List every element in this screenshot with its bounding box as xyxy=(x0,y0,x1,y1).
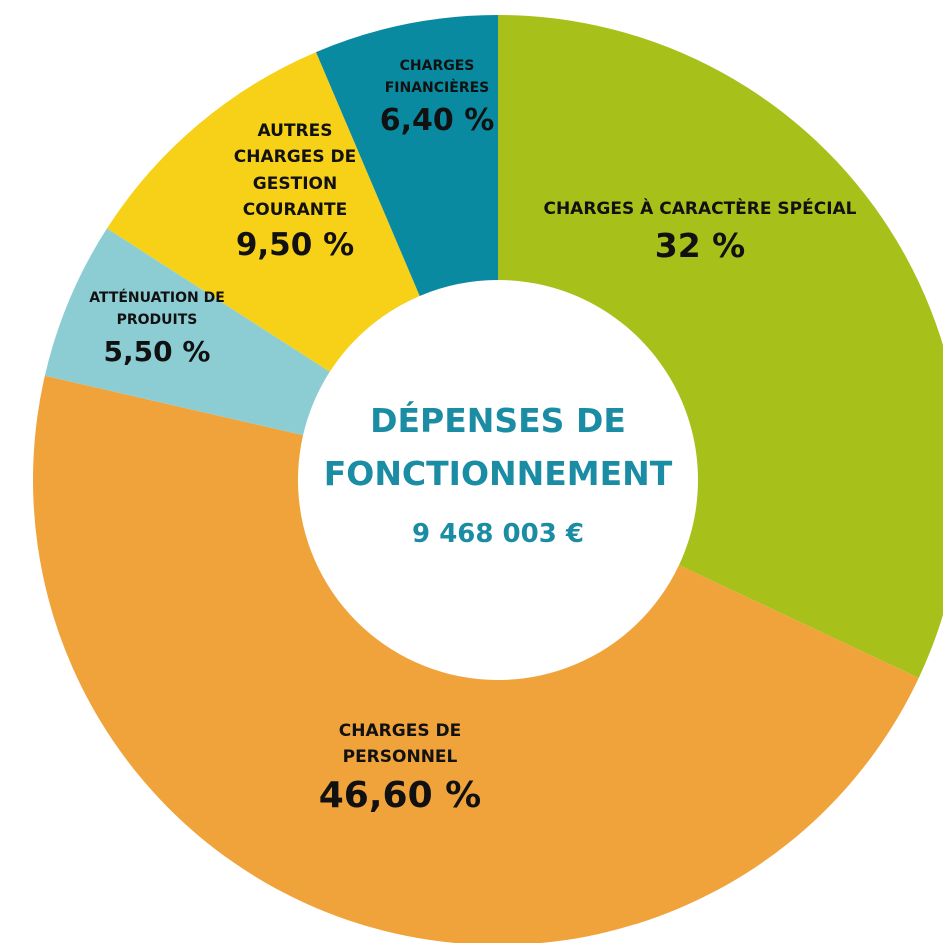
donut-slice xyxy=(316,14,498,296)
center-label: DÉPENSES DE FONCTIONNEMENT 9 468 003 € xyxy=(298,395,698,549)
slice-label: CHARGES FINANCIÈRES 6,40 % xyxy=(372,56,502,138)
donut-slice xyxy=(44,228,330,436)
category-label: ATTÉNUATION DE PRODUITS xyxy=(89,290,225,328)
chart-title: DÉPENSES DE FONCTIONNEMENT xyxy=(323,401,673,493)
category-label: CHARGES FINANCIÈRES xyxy=(384,58,490,96)
value-label: 9,50 % xyxy=(235,227,355,264)
category-label: AUTRES CHARGES DE GESTION COURANTE xyxy=(233,121,357,221)
value-label: 32 % xyxy=(654,226,746,266)
donut-slice xyxy=(498,15,943,678)
category-label: CHARGES DE PERSONNEL xyxy=(338,721,462,768)
slice-label: CHARGES DE PERSONNEL 46,60 % xyxy=(310,718,490,816)
value-label: 5,50 % xyxy=(103,335,211,369)
slice-label: AUTRES CHARGES DE GESTION COURANTE 9,50 % xyxy=(225,118,365,263)
value-label: 6,40 % xyxy=(379,103,495,139)
value-label: 46,60 % xyxy=(318,774,482,816)
slice-label: ATTÉNUATION DE PRODUITS 5,50 % xyxy=(77,288,237,368)
chart-subtitle: 9 468 003 € xyxy=(412,518,584,549)
donut-slice xyxy=(106,52,420,372)
slice-label: CHARGES À CARACTÈRE SPÉCIAL 32 % xyxy=(530,196,870,265)
category-label: CHARGES À CARACTÈRE SPÉCIAL xyxy=(543,199,857,219)
donut-slice xyxy=(33,375,919,943)
